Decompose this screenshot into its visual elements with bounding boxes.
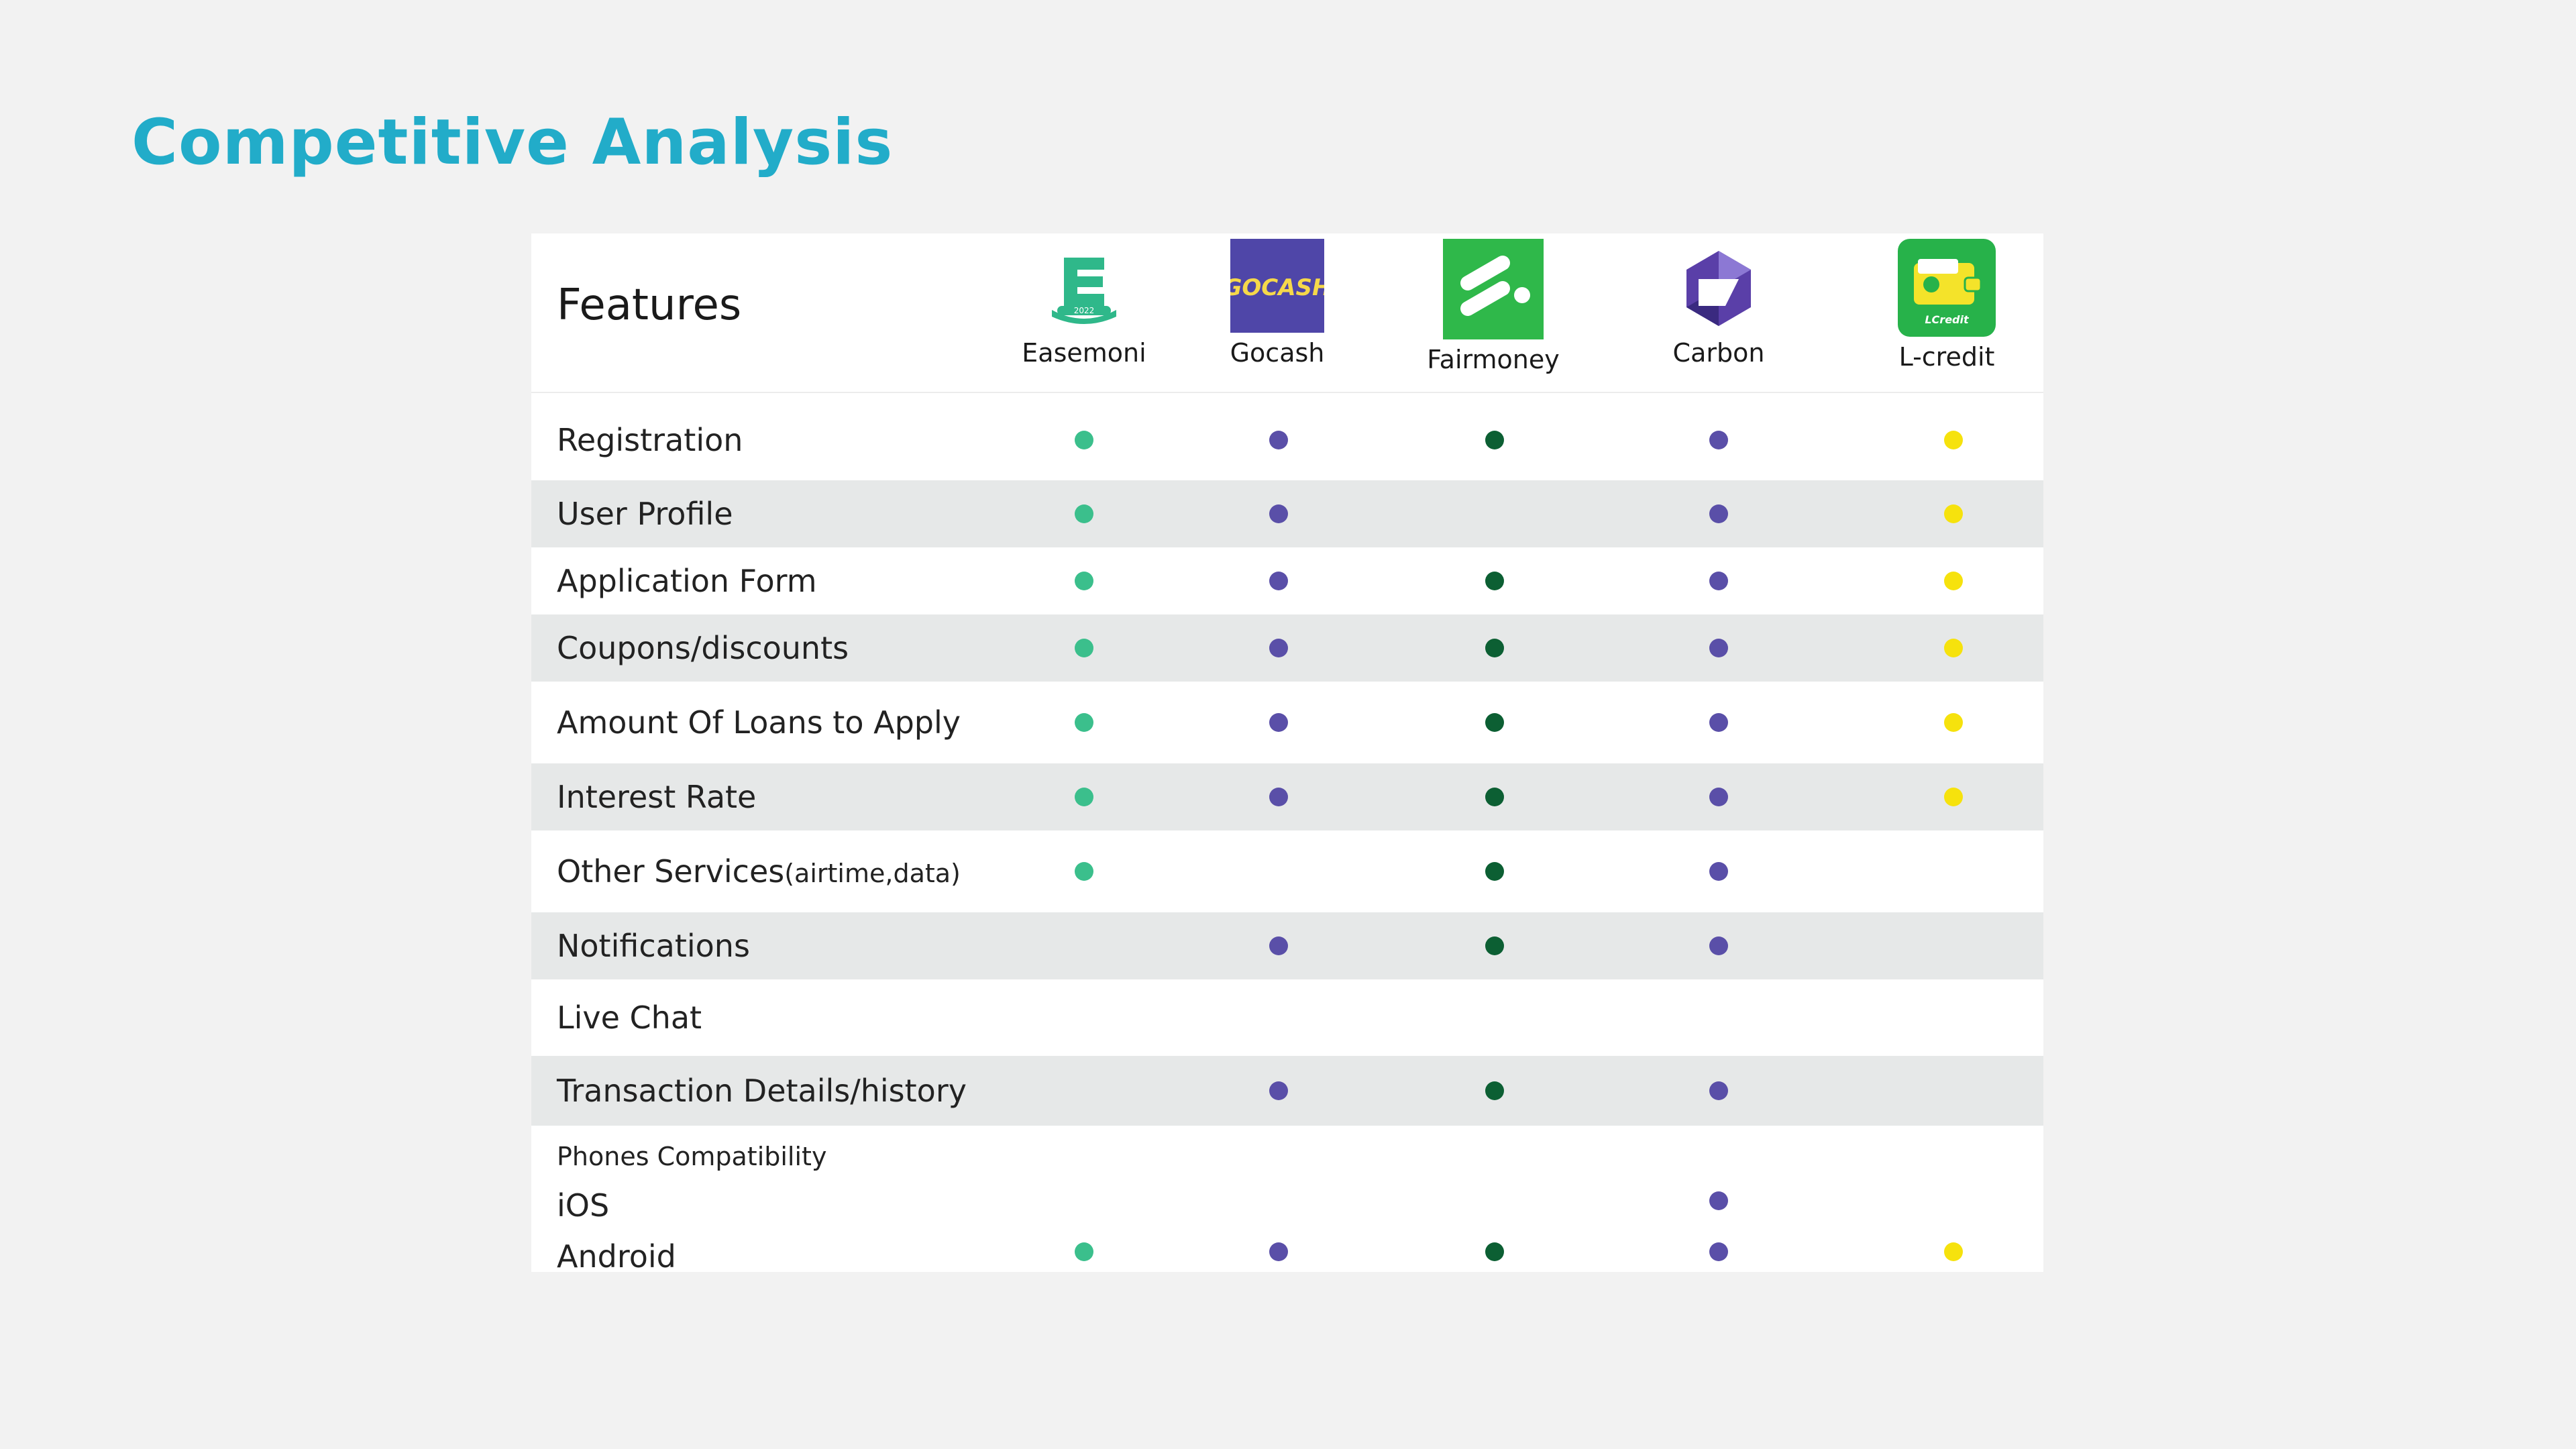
- feature-dot-l-credit: [1944, 572, 1963, 590]
- feature-dot-easemoni: [1075, 431, 1093, 449]
- carbon-logo-icon: [1686, 251, 1751, 326]
- feature-dot-l-credit: [1944, 639, 1963, 657]
- feature-dot-carbon: [1709, 713, 1728, 732]
- feature-dot-fairmoney: [1485, 862, 1504, 881]
- feature-dot-easemoni: [1075, 788, 1093, 806]
- feature-dot-gocash: [1269, 788, 1288, 806]
- feature-label: Coupons/discounts: [557, 630, 849, 666]
- brand-carbon: Carbon: [1631, 239, 1806, 368]
- page-title: Competitive Analysis: [131, 106, 894, 179]
- feature-dot-fairmoney: [1485, 1081, 1504, 1100]
- android-dot-l-credit: [1944, 1242, 1963, 1261]
- feature-dot-carbon: [1709, 639, 1728, 657]
- feature-dot-carbon: [1709, 788, 1728, 806]
- table-row: Other Services(airtime,data): [531, 830, 2043, 912]
- android-dot-carbon: [1709, 1242, 1728, 1261]
- brand-name-gocash: Gocash: [1230, 338, 1325, 368]
- feature-dot-l-credit: [1944, 504, 1963, 523]
- android-dot-gocash: [1269, 1242, 1288, 1261]
- feature-dot-carbon: [1709, 936, 1728, 955]
- feature-dot-carbon: [1709, 862, 1728, 881]
- feature-dot-l-credit: [1944, 713, 1963, 732]
- feature-dot-easemoni: [1075, 639, 1093, 657]
- feature-dot-carbon: [1709, 504, 1728, 523]
- feature-dot-gocash: [1269, 1081, 1288, 1100]
- brand-lcredit: LCredit L-credit: [1860, 239, 2034, 372]
- android-dot-fairmoney: [1485, 1242, 1504, 1261]
- feature-dot-easemoni: [1075, 504, 1093, 523]
- table-row: Transaction Details/history: [531, 1056, 2043, 1126]
- features-heading: Features: [557, 280, 742, 330]
- lcredit-logo-icon: LCredit: [1898, 239, 1996, 337]
- feature-dot-fairmoney: [1485, 936, 1504, 955]
- android-dot-easemoni: [1075, 1242, 1093, 1261]
- gocash-logo-text: GOCASH: [1230, 274, 1324, 301]
- feature-dot-carbon: [1709, 1081, 1728, 1100]
- feature-dot-fairmoney: [1485, 788, 1504, 806]
- feature-dot-easemoni: [1075, 572, 1093, 590]
- brand-fairmoney: Fairmoney: [1406, 239, 1580, 374]
- phones-compatibility-block: Phones Compatibility iOS Android: [531, 1126, 2043, 1275]
- comparison-table: Features 2022 Easemoni GOCASH Gocash: [531, 233, 2043, 1275]
- feature-label: Transaction Details/history: [557, 1073, 967, 1109]
- table-row: Notifications: [531, 912, 2043, 979]
- ios-dot-carbon: [1709, 1191, 1728, 1210]
- easemoni-year-text: 2022: [1074, 306, 1095, 315]
- feature-dot-easemoni: [1075, 862, 1093, 881]
- feature-dot-easemoni: [1075, 713, 1093, 732]
- table-row: Live Chat: [531, 979, 2043, 1056]
- feature-dot-gocash: [1269, 936, 1288, 955]
- brand-name-easemoni: Easemoni: [1022, 338, 1146, 368]
- gocash-logo-icon: GOCASH: [1230, 239, 1324, 333]
- table-row: Amount Of Loans to Apply: [531, 682, 2043, 763]
- table-header-row: Features 2022 Easemoni GOCASH Gocash: [531, 233, 2043, 393]
- easemoni-logo-icon: 2022: [1052, 258, 1116, 324]
- table-row: Interest Rate: [531, 763, 2043, 830]
- ios-label: iOS: [557, 1187, 610, 1224]
- feature-label: Registration: [557, 422, 743, 458]
- feature-dot-gocash: [1269, 713, 1288, 732]
- feature-label: User Profile: [557, 496, 733, 532]
- feature-label: Live Chat: [557, 1000, 702, 1036]
- feature-label-suffix: (airtime,data): [784, 859, 961, 888]
- android-label: Android: [557, 1238, 676, 1275]
- feature-dot-fairmoney: [1485, 639, 1504, 657]
- feature-dot-gocash: [1269, 572, 1288, 590]
- table-row: Coupons/discounts: [531, 614, 2043, 682]
- table-row: Application Form: [531, 547, 2043, 614]
- feature-dot-carbon: [1709, 572, 1728, 590]
- feature-label: Amount Of Loans to Apply: [557, 704, 961, 741]
- brand-name-carbon: Carbon: [1672, 338, 1765, 368]
- brand-easemoni: 2022 Easemoni: [997, 239, 1171, 368]
- table-row: Registration: [531, 407, 2043, 474]
- feature-dot-l-credit: [1944, 431, 1963, 449]
- feature-label-wrap: Other Services(airtime,data): [557, 853, 961, 890]
- feature-label: Interest Rate: [557, 779, 757, 815]
- feature-dot-fairmoney: [1485, 572, 1504, 590]
- fairmoney-logo-icon: [1443, 239, 1544, 339]
- feature-label: Application Form: [557, 563, 817, 599]
- feature-dot-gocash: [1269, 504, 1288, 523]
- feature-dot-fairmoney: [1485, 713, 1504, 732]
- table-row: User Profile: [531, 480, 2043, 547]
- phones-compatibility-heading: Phones Compatibility: [557, 1142, 827, 1171]
- feature-label: Other Services: [557, 853, 785, 890]
- feature-dot-carbon: [1709, 431, 1728, 449]
- feature-dot-l-credit: [1944, 788, 1963, 806]
- lcredit-logo-text: LCredit: [1925, 313, 1970, 326]
- brand-name-lcredit: L-credit: [1898, 342, 1995, 372]
- feature-dot-gocash: [1269, 639, 1288, 657]
- feature-dot-fairmoney: [1485, 431, 1504, 449]
- feature-label: Notifications: [557, 928, 750, 964]
- brand-name-fairmoney: Fairmoney: [1427, 345, 1560, 374]
- feature-dot-gocash: [1269, 431, 1288, 449]
- brand-gocash: GOCASH Gocash: [1190, 239, 1364, 368]
